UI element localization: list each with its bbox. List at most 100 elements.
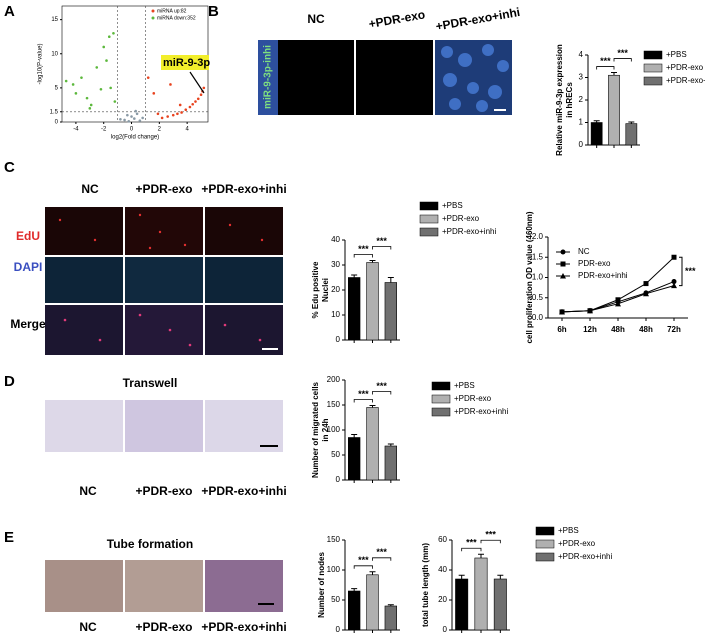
- image-label: NC: [79, 484, 97, 498]
- legend-swatch: [643, 76, 663, 86]
- point: [123, 118, 126, 122]
- merge-dots: [63, 313, 262, 347]
- legend-label: +PDR-exo: [454, 394, 492, 403]
- error-bar: [369, 405, 376, 408]
- error-bar: [369, 571, 376, 575]
- significance-label: ***: [358, 244, 369, 254]
- legend-label: +PBS: [454, 381, 475, 390]
- point: [671, 282, 677, 289]
- y-tick-label: 50: [331, 595, 340, 604]
- point: [95, 66, 99, 69]
- legend-label: +PDR-exo+inhi: [666, 76, 705, 85]
- significance-label: ***: [485, 530, 496, 540]
- point: [109, 86, 112, 90]
- point: [99, 87, 103, 91]
- y-tick-label: 0.0: [532, 313, 544, 322]
- y-tick-label: 40: [438, 565, 447, 574]
- y-axis-label: Nuclei: [321, 278, 330, 302]
- y-tick-label: 2: [579, 95, 584, 104]
- y-tick-label: 100: [327, 425, 341, 434]
- point: [178, 103, 182, 107]
- micrograph: [278, 40, 354, 115]
- legend-swatch: [535, 539, 555, 549]
- point: [199, 93, 203, 97]
- legend-label: +PDR-exo: [558, 539, 596, 548]
- bar: [493, 578, 507, 631]
- y-axis-label: Relative miR-9-3p expression: [555, 44, 564, 156]
- row-label: EdU: [16, 229, 40, 243]
- significance-bracket: [372, 246, 392, 250]
- error-bar: [351, 274, 358, 278]
- point: [71, 83, 75, 86]
- point: [194, 100, 197, 103]
- legend-label: miRNA up:82: [157, 8, 187, 14]
- error-bar: [458, 574, 465, 579]
- significance-label: ***: [376, 236, 387, 246]
- point: [102, 45, 106, 49]
- point: [188, 105, 192, 109]
- x-tick-label: 0: [130, 127, 134, 133]
- micrograph: [356, 40, 433, 115]
- legend-label: +PDR-exo: [666, 63, 704, 72]
- image-label: +PDR-exo+inhi: [201, 182, 286, 196]
- legend-swatch: [419, 214, 439, 224]
- error-bar: [369, 260, 376, 263]
- y-axis-label: Number of nodes: [317, 552, 326, 618]
- bar: [455, 578, 469, 631]
- y-tick-label: 200: [327, 375, 341, 384]
- x-tick-label: -2: [101, 127, 107, 133]
- legend-label: miRNA down:352: [157, 15, 196, 21]
- y-tick-label: 0: [336, 335, 341, 344]
- bar: [590, 122, 603, 146]
- significance-bracket: [461, 547, 482, 552]
- error-bar: [478, 553, 484, 558]
- x-tick-label: 12h: [583, 325, 597, 334]
- point: [184, 108, 188, 112]
- point: [119, 117, 122, 121]
- y-tick-label: 40: [331, 235, 340, 244]
- point: [88, 107, 92, 110]
- point: [126, 113, 129, 117]
- legend-swatch: [643, 50, 663, 60]
- point: [113, 100, 117, 103]
- legend-label: +PDR-exo+inhi: [558, 552, 612, 561]
- point: [166, 115, 169, 118]
- legend-swatch: [431, 394, 451, 404]
- image-label: NC: [79, 620, 97, 634]
- micrograph: [125, 400, 203, 452]
- error-bar: [351, 434, 358, 438]
- micrograph: [125, 560, 203, 612]
- point: [160, 116, 164, 120]
- error-bar: [387, 443, 394, 446]
- legend-label: NC: [578, 247, 590, 256]
- y-tick-label: 0: [443, 625, 448, 634]
- point: [156, 112, 160, 116]
- point: [643, 281, 649, 287]
- y-tick-label: 10: [331, 310, 340, 319]
- y-axis-label: in 24h: [321, 418, 330, 441]
- image-label: +PDR-exo: [135, 620, 192, 634]
- y-tick-label: 20: [438, 595, 447, 604]
- y-tick-label: 1.5: [532, 252, 544, 261]
- y-axis-label: cell proliferation OD value (460nm): [525, 211, 534, 343]
- significance-bracket: [372, 391, 392, 395]
- significance-bracket: [353, 254, 373, 258]
- significance-label: ***: [600, 56, 611, 66]
- error-bar: [593, 120, 600, 123]
- legend-label: +PBS: [558, 526, 579, 535]
- panel-title: Transwell: [123, 376, 178, 390]
- image-label: +PDR-exo+inhi: [435, 5, 521, 34]
- row-label: miR-9-3p-inhi: [263, 45, 274, 109]
- row-label-box: [258, 40, 278, 115]
- point: [615, 300, 621, 307]
- y-tick-label: 0: [336, 475, 341, 484]
- legend-marker: [560, 273, 566, 279]
- point: [64, 79, 68, 83]
- point: [191, 102, 195, 106]
- panel-letter: D: [4, 373, 15, 390]
- point: [74, 92, 78, 95]
- y-tick-label: 15: [51, 17, 58, 23]
- y-axis-label: % Edu positive: [311, 261, 320, 318]
- y-tick-label: 50: [331, 450, 340, 459]
